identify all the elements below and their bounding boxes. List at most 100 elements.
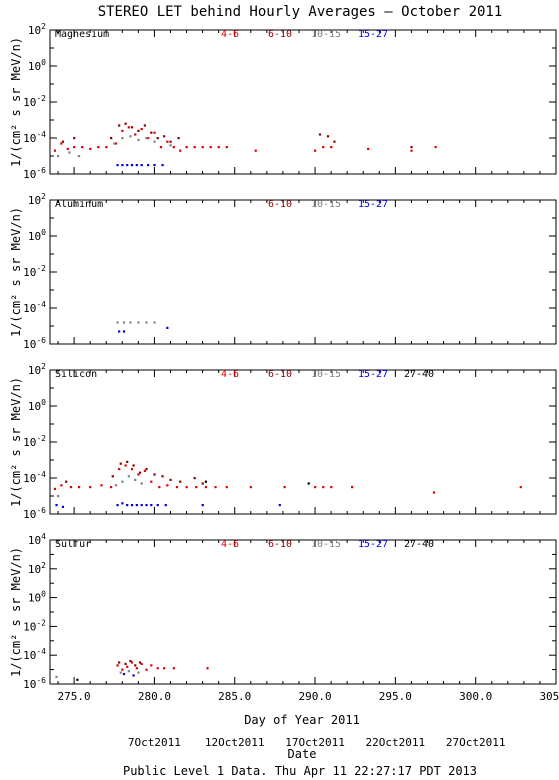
data-point (121, 480, 124, 483)
y-tick-label: 10-4 (23, 470, 46, 485)
footer-text: Public Level 1 Data. Thu Apr 11 22:27:17… (123, 764, 477, 778)
data-point (121, 129, 124, 132)
data-point (164, 504, 167, 507)
data-point (193, 477, 196, 480)
data-point (137, 138, 140, 141)
data-point (127, 670, 130, 673)
data-point (89, 486, 92, 489)
y-tick-label: 10-6 (23, 166, 46, 181)
y-tick-label: 100 (28, 590, 46, 605)
legend-entry: 27-40 (404, 369, 434, 380)
data-point (130, 164, 134, 167)
data-point (73, 137, 76, 140)
legend-entry: 15-27 (358, 539, 388, 550)
data-point (137, 129, 140, 132)
data-point (129, 135, 132, 138)
data-point (130, 126, 134, 129)
y-tick-label: 10-2 (23, 618, 46, 633)
y-tick-label: 10-6 (23, 336, 46, 351)
data-point (77, 155, 81, 158)
y-axis-label: 1/(cm² s sr MeV/n) (9, 37, 23, 167)
data-point (81, 146, 84, 149)
data-point (172, 667, 175, 670)
data-point (146, 137, 150, 140)
legend-entry: 6-10 (268, 29, 292, 40)
data-point (60, 484, 63, 487)
data-point (57, 155, 60, 158)
data-point (66, 147, 69, 150)
legend-entry: 10-15 (311, 369, 341, 380)
data-point (410, 149, 413, 152)
data-point (65, 480, 68, 483)
data-point (129, 659, 132, 663)
data-point (130, 661, 134, 664)
data-point (143, 124, 146, 127)
x-tick-label: 300.0 (459, 690, 492, 703)
data-point (121, 502, 124, 505)
data-point (122, 330, 126, 333)
y-tick-label: 10-4 (23, 300, 46, 315)
data-point (110, 137, 113, 140)
data-point (153, 321, 156, 324)
data-point (119, 462, 122, 465)
data-point (105, 146, 108, 149)
data-point (55, 504, 58, 507)
data-point (135, 667, 138, 670)
data-point (126, 164, 129, 167)
data-point (367, 147, 370, 150)
data-point (161, 164, 164, 167)
data-point (126, 665, 129, 668)
chart-title: STEREO LET behind Hourly Averages – Octo… (98, 4, 503, 20)
data-point (204, 486, 208, 489)
data-point (169, 478, 172, 481)
data-point (156, 137, 159, 140)
data-point (307, 482, 310, 485)
panel-aluminum: 10-6 10-4 10-2 100 102 1/(cm² s sr MeV/n) Alum… (9, 192, 557, 351)
data-point (185, 146, 188, 149)
y-axis-label: 1/(cm² s sr MeV/n) (9, 377, 23, 507)
data-point (350, 486, 354, 489)
data-point (434, 146, 437, 149)
data-point (314, 486, 317, 489)
data-point (135, 164, 138, 167)
data-point (278, 504, 281, 507)
y-tick-label: 104 (28, 532, 46, 547)
data-point (254, 149, 257, 152)
x-tick-label: 275.0 (58, 690, 91, 703)
data-point (126, 460, 129, 463)
data-point (113, 142, 116, 145)
data-point (140, 662, 143, 666)
legend-entry: 10-15 (311, 29, 341, 40)
data-point (53, 487, 57, 490)
data-point (126, 504, 129, 507)
panel-silicon: 10-6 10-4 10-2 100 102 1/(cm² s sr MeV/n) Sili… (9, 362, 557, 521)
data-point (140, 128, 143, 131)
data-point (114, 142, 118, 145)
data-point (314, 149, 317, 152)
legend-entry: 6-10 (268, 539, 292, 550)
data-point (432, 491, 436, 494)
data-point (150, 504, 153, 507)
data-point (114, 484, 118, 487)
data-point (134, 664, 137, 667)
data-point (163, 135, 166, 138)
data-point (153, 131, 156, 134)
data-point (61, 505, 65, 508)
data-point (140, 482, 143, 485)
y-tick-label: 102 (28, 561, 46, 576)
x-tick-label: 290.0 (298, 690, 331, 703)
data-point (124, 464, 127, 467)
data-point (214, 486, 217, 489)
data-point (135, 504, 138, 507)
data-point (166, 326, 169, 329)
data-point (100, 484, 103, 487)
data-point (130, 468, 134, 471)
data-point (175, 486, 179, 489)
data-point (146, 164, 150, 167)
legend-entry: 10-15 (311, 539, 341, 550)
data-point (55, 675, 58, 678)
data-point (134, 478, 137, 481)
data-point (172, 146, 175, 149)
panel-title: Sulfur (55, 539, 91, 550)
legend-entry: 15-27 (358, 369, 388, 380)
